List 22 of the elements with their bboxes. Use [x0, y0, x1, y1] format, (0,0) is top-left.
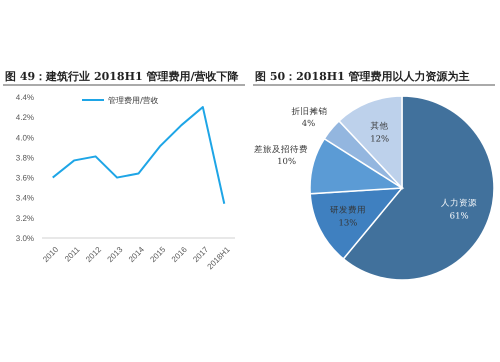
slice-label: 人力资源: [441, 198, 478, 209]
data-label: 61%: [450, 212, 469, 222]
line-series: [52, 106, 226, 205]
chart-title: 图 49：建筑行业 2018H1 管理费用/营收下降: [5, 70, 240, 83]
y-tick-label: 3.6%: [16, 174, 34, 183]
y-tick-label: 4.4%: [16, 93, 34, 102]
y-tick-label: 3.2%: [16, 214, 34, 223]
y-tick-label: 4.2%: [16, 113, 34, 122]
data-label: 4%: [302, 119, 316, 130]
y-tick-label: 3.0%: [16, 234, 34, 243]
slice-label: 差旅及招待费: [254, 144, 308, 155]
y-tick-label: 4.0%: [16, 133, 34, 142]
y-tick-label: 3.8%: [16, 153, 34, 162]
slice-label: 研发费用: [330, 204, 366, 216]
chart-title: 图 50：2018H1 管理费用以人力资源为主: [255, 70, 470, 83]
data-label: 13%: [338, 218, 358, 229]
slice-label: 折旧摊销: [291, 106, 328, 118]
legend-label: 管理费用/营收: [108, 96, 159, 105]
slice-label: 其他: [370, 120, 389, 132]
data-label: 12%: [370, 134, 390, 145]
y-tick-label: 3.4%: [16, 194, 34, 203]
data-label: 10%: [277, 156, 296, 167]
